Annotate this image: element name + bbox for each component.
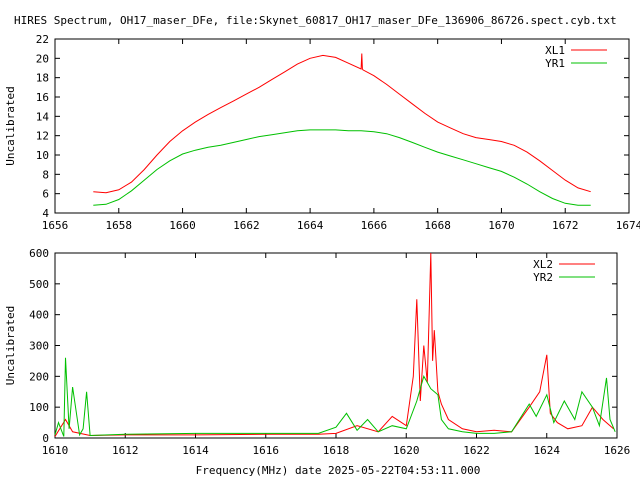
y-tick-label: 100 — [29, 401, 49, 414]
x-tick-label: 1620 — [393, 444, 420, 457]
y-tick-label: 500 — [29, 278, 49, 291]
y-axis-label: Uncalibrated — [4, 306, 17, 385]
x-tick-label: 1668 — [424, 219, 451, 232]
y-tick-label: 10 — [36, 149, 49, 162]
x-tick-label: 1622 — [463, 444, 490, 457]
y-tick-label: 6 — [42, 188, 49, 201]
y-axis-label: Uncalibrated — [4, 86, 17, 165]
x-tick-label: 1614 — [182, 444, 209, 457]
x-tick-label: 1610 — [42, 444, 69, 457]
y-tick-label: 8 — [42, 168, 49, 181]
y-tick-label: 0 — [42, 432, 49, 445]
x-tick-label: 1612 — [112, 444, 139, 457]
series-line-xl2 — [54, 252, 614, 437]
legend-label-yr1: YR1 — [545, 57, 565, 70]
x-tick-label: 1672 — [552, 219, 579, 232]
x-tick-label: 1662 — [233, 219, 260, 232]
legend-label-xl2: XL2 — [533, 258, 553, 271]
y-tick-label: 600 — [29, 247, 49, 260]
x-tick-label: 1670 — [488, 219, 515, 232]
x-axis-label: Frequency(MHz) date 2025-05-22T04:53:11.… — [196, 464, 481, 477]
series-line-yr1 — [93, 129, 591, 206]
y-tick-label: 22 — [36, 33, 49, 46]
y-tick-label: 14 — [36, 110, 50, 123]
series-line-xl1 — [93, 53, 591, 194]
x-tick-label: 1626 — [604, 444, 631, 457]
x-tick-label: 1618 — [323, 444, 350, 457]
x-tick-label: 1674 — [616, 219, 640, 232]
y-tick-label: 200 — [29, 370, 49, 383]
x-tick-label: 1658 — [106, 219, 133, 232]
y-tick-label: 12 — [36, 130, 49, 143]
series-line-yr2 — [54, 357, 616, 437]
y-tick-label: 16 — [36, 91, 49, 104]
y-tick-label: 20 — [36, 52, 49, 65]
y-tick-label: 300 — [29, 340, 49, 353]
legend-label-xl1: XL1 — [545, 44, 565, 57]
y-tick-label: 4 — [42, 207, 49, 220]
y-tick-label: 18 — [36, 72, 49, 85]
x-tick-label: 1624 — [534, 444, 561, 457]
x-tick-label: 1656 — [42, 219, 69, 232]
plot-frame-1 — [54, 38, 630, 214]
y-tick-label: 400 — [29, 309, 49, 322]
x-tick-label: 1664 — [297, 219, 324, 232]
x-tick-label: 1616 — [253, 444, 280, 457]
chart-title: HIRES Spectrum, OH17_maser_DFe, file:Sky… — [14, 14, 617, 27]
x-tick-label: 1660 — [169, 219, 196, 232]
x-tick-label: 1666 — [361, 219, 388, 232]
legend-label-yr2: YR2 — [533, 271, 553, 284]
